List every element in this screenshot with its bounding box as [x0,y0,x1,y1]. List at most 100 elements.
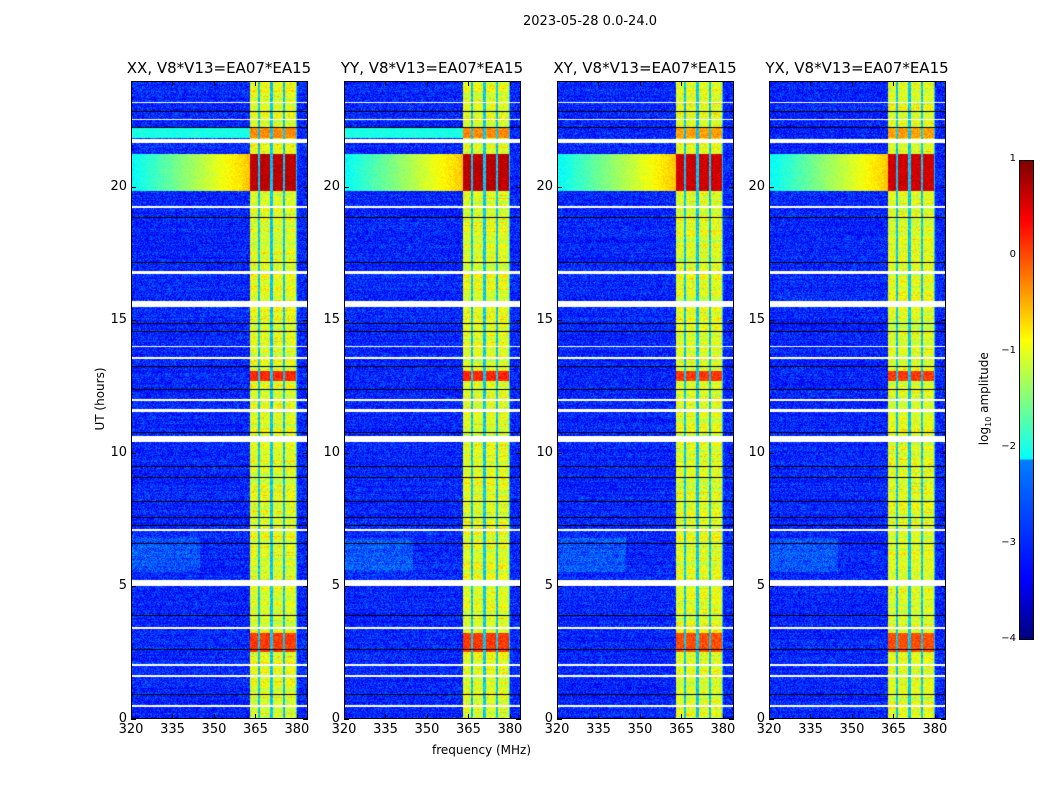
spectrogram-image [345,82,520,718]
y-tick-mark [729,187,734,189]
y-tick-label: 15 [536,312,553,328]
y-tick-label: 0 [118,711,127,726]
x-tick-mark [893,81,895,86]
colorbar-label-log: log [976,426,991,446]
x-tick-mark [598,81,600,86]
y-tick-label: 15 [323,312,340,328]
y-tick-mark [557,187,562,189]
x-tick-mark [557,81,558,86]
y-tick-label: 20 [323,179,340,195]
x-tick-label: 320 [544,722,570,737]
x-tick-label: 335 [798,722,823,737]
y-tick-mark [303,187,308,189]
x-tick-mark [893,714,895,719]
colorbar-label: log10 amplitude [976,352,994,446]
y-tick-mark [516,320,521,322]
x-tick-mark [509,714,511,719]
y-tick-label: 5 [544,578,553,594]
x-tick-label: 380 [284,722,310,737]
y-tick-mark [516,719,521,720]
x-tick-mark [344,81,345,86]
spectrogram-image [770,82,945,718]
colorbar-tick-label: −1 [1001,345,1016,356]
x-tick-mark [385,81,387,86]
x-tick-mark [172,81,174,86]
y-tick-mark [131,320,136,322]
x-tick-mark [213,714,215,719]
x-tick-mark [851,714,853,719]
y-tick-mark [941,187,946,189]
x-tick-mark [131,81,132,86]
y-tick-mark [769,586,774,588]
y-tick-mark [344,453,349,455]
y-tick-mark [344,586,349,588]
y-tick-label: 5 [118,578,127,594]
x-tick-label: 350 [627,722,653,737]
y-tick-mark [303,320,308,322]
panel-title: XX, V8*V13=EA07*EA15 [126,59,312,77]
x-tick-label: 335 [160,722,185,737]
colorbar [1019,160,1034,640]
spectrogram-panel-yx [769,81,946,719]
y-tick-label: 10 [323,445,340,461]
x-tick-mark [722,714,724,719]
y-tick-label: 10 [748,445,765,461]
x-tick-label: 350 [839,722,865,737]
y-tick-mark [941,586,946,588]
x-tick-mark [296,714,298,719]
spectrogram-panel-xx [131,81,308,719]
y-tick-mark [729,719,734,720]
x-tick-mark [509,81,511,86]
x-tick-mark [468,81,470,86]
x-tick-mark [810,81,812,86]
colorbar-tick-label: −4 [1001,633,1016,644]
x-axis-label: frequency (MHz) [432,743,532,757]
colorbar-tick-label: 1 [1009,153,1016,164]
y-tick-mark [516,187,521,189]
x-tick-label: 380 [922,722,948,737]
y-tick-mark [303,586,308,588]
x-tick-mark [598,714,600,719]
y-tick-label: 15 [110,312,127,328]
y-tick-label: 0 [331,711,340,726]
x-tick-label: 320 [756,722,782,737]
colorbar-tick-label: −3 [1001,537,1016,548]
y-tick-mark [769,719,774,720]
x-tick-mark [769,714,770,719]
y-tick-mark [769,320,774,322]
x-tick-label: 350 [201,722,227,737]
y-tick-mark [941,453,946,455]
x-tick-label: 365 [243,722,268,737]
x-tick-mark [851,81,853,86]
figure-title: 2023-05-28 0.0-24.0 [523,14,657,29]
colorbar-tick-label: 0 [1009,249,1016,260]
x-tick-label: 320 [331,722,357,737]
x-tick-mark [557,714,558,719]
y-tick-mark [941,320,946,322]
x-tick-mark [344,714,345,719]
spectrogram-image [558,82,733,718]
y-tick-label: 10 [536,445,553,461]
spectrogram-panel-xy [557,81,734,719]
x-tick-mark [255,81,257,86]
panel-title: YY, V8*V13=EA07*EA15 [340,59,524,77]
y-tick-mark [344,719,349,720]
x-tick-mark [131,714,132,719]
y-tick-label: 15 [748,312,765,328]
x-tick-mark [426,714,428,719]
x-tick-mark [934,714,936,719]
y-tick-mark [729,453,734,455]
x-tick-label: 320 [118,722,144,737]
x-tick-mark [639,714,641,719]
y-tick-mark [344,320,349,322]
colorbar-label-sub: 10 [984,416,994,427]
y-tick-mark [344,187,349,189]
y-tick-mark [303,453,308,455]
colorbar-tick-label: −2 [1001,441,1016,452]
y-tick-mark [557,320,562,322]
y-tick-label: 20 [536,179,553,195]
y-tick-label: 10 [110,445,127,461]
y-tick-mark [557,719,562,720]
spectrogram-panel-yy [344,81,521,719]
